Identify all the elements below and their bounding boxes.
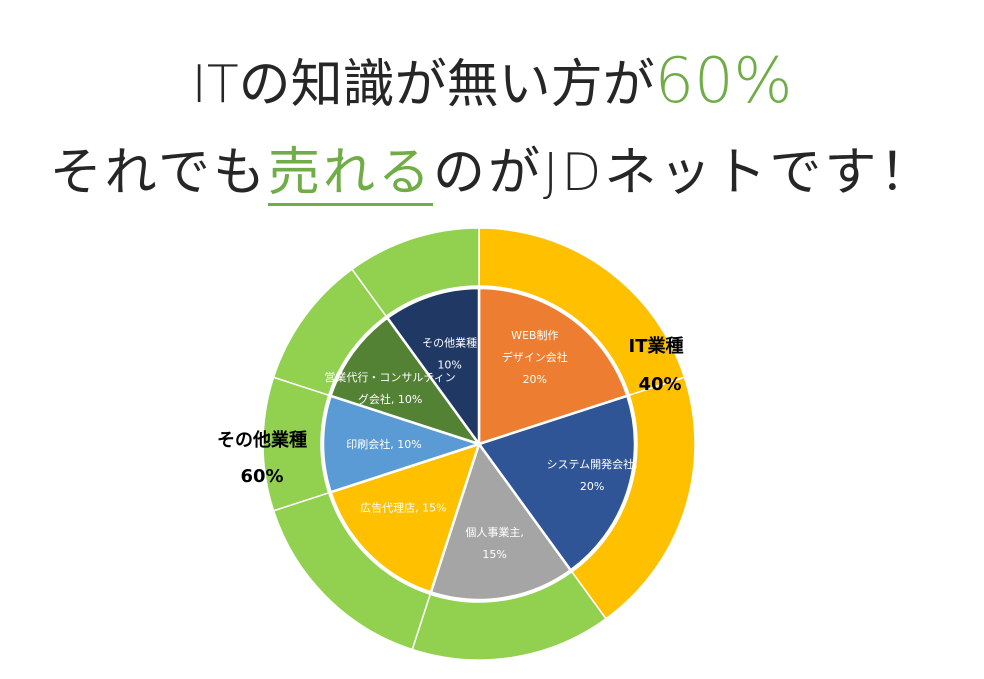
inner-slice-7 bbox=[385, 286, 481, 448]
inner-slice-2-label-line: システム開発会社, bbox=[547, 457, 638, 471]
inner-slice-3-label-line: 個人事業主, bbox=[465, 526, 524, 539]
inner-slice-1-label-line: WEB制作 bbox=[511, 329, 558, 342]
inner-pie bbox=[321, 286, 637, 602]
outer-ring bbox=[262, 227, 696, 661]
inner-slice-6-label-line: グ会社, 10% bbox=[358, 392, 422, 406]
inner-slice-4-label-line: 広告代理店, 15% bbox=[360, 501, 446, 515]
inner-slice-2 bbox=[476, 394, 637, 572]
inner-slice-7-label-line: その他業種 bbox=[422, 336, 477, 350]
outer-value-other: 60% bbox=[240, 466, 283, 487]
outer-label-other: その他業種 bbox=[217, 429, 307, 451]
inner-slice-6 bbox=[329, 316, 483, 447]
headline-line-2-prefix: それでも bbox=[49, 143, 269, 203]
inner-slice-3 bbox=[429, 441, 573, 602]
inner-slice-1-label-line: デザイン会社 bbox=[502, 350, 568, 364]
headline-percentage-highlight: 60% bbox=[654, 44, 793, 117]
headline-sells-highlight: 売れる bbox=[268, 143, 434, 206]
headline-line-1: ITの知識が無い方が60% bbox=[0, 46, 984, 120]
inner-slice-1 bbox=[477, 286, 629, 446]
inner-slice-2-label-line: 20% bbox=[580, 480, 604, 493]
outer-labels: IT業種 40% その他業種 60% bbox=[217, 335, 683, 487]
headline-line-1-text: ITの知識が無い方が bbox=[191, 55, 655, 115]
outer-segment-other bbox=[350, 227, 480, 318]
inner-slice-3-label-line: 15% bbox=[482, 548, 506, 561]
outer-value-it: 40% bbox=[638, 374, 681, 395]
headline-line-2: それでも売れるのがJDネットです！ bbox=[0, 133, 984, 213]
inner-slice-5-label-line: 印刷会社, 10% bbox=[346, 437, 421, 451]
inner-slice-1-label-line: 20% bbox=[523, 373, 547, 386]
inner-slice-7-label-line: 10% bbox=[437, 359, 461, 372]
inner-slice-6-label-line: 営業代行・コンサルティン bbox=[324, 370, 455, 384]
inner-slice-5 bbox=[321, 394, 484, 494]
outer-label-it: IT業種 bbox=[629, 335, 684, 357]
headline-line-2-suffix: のがJDネットです！ bbox=[433, 143, 935, 203]
